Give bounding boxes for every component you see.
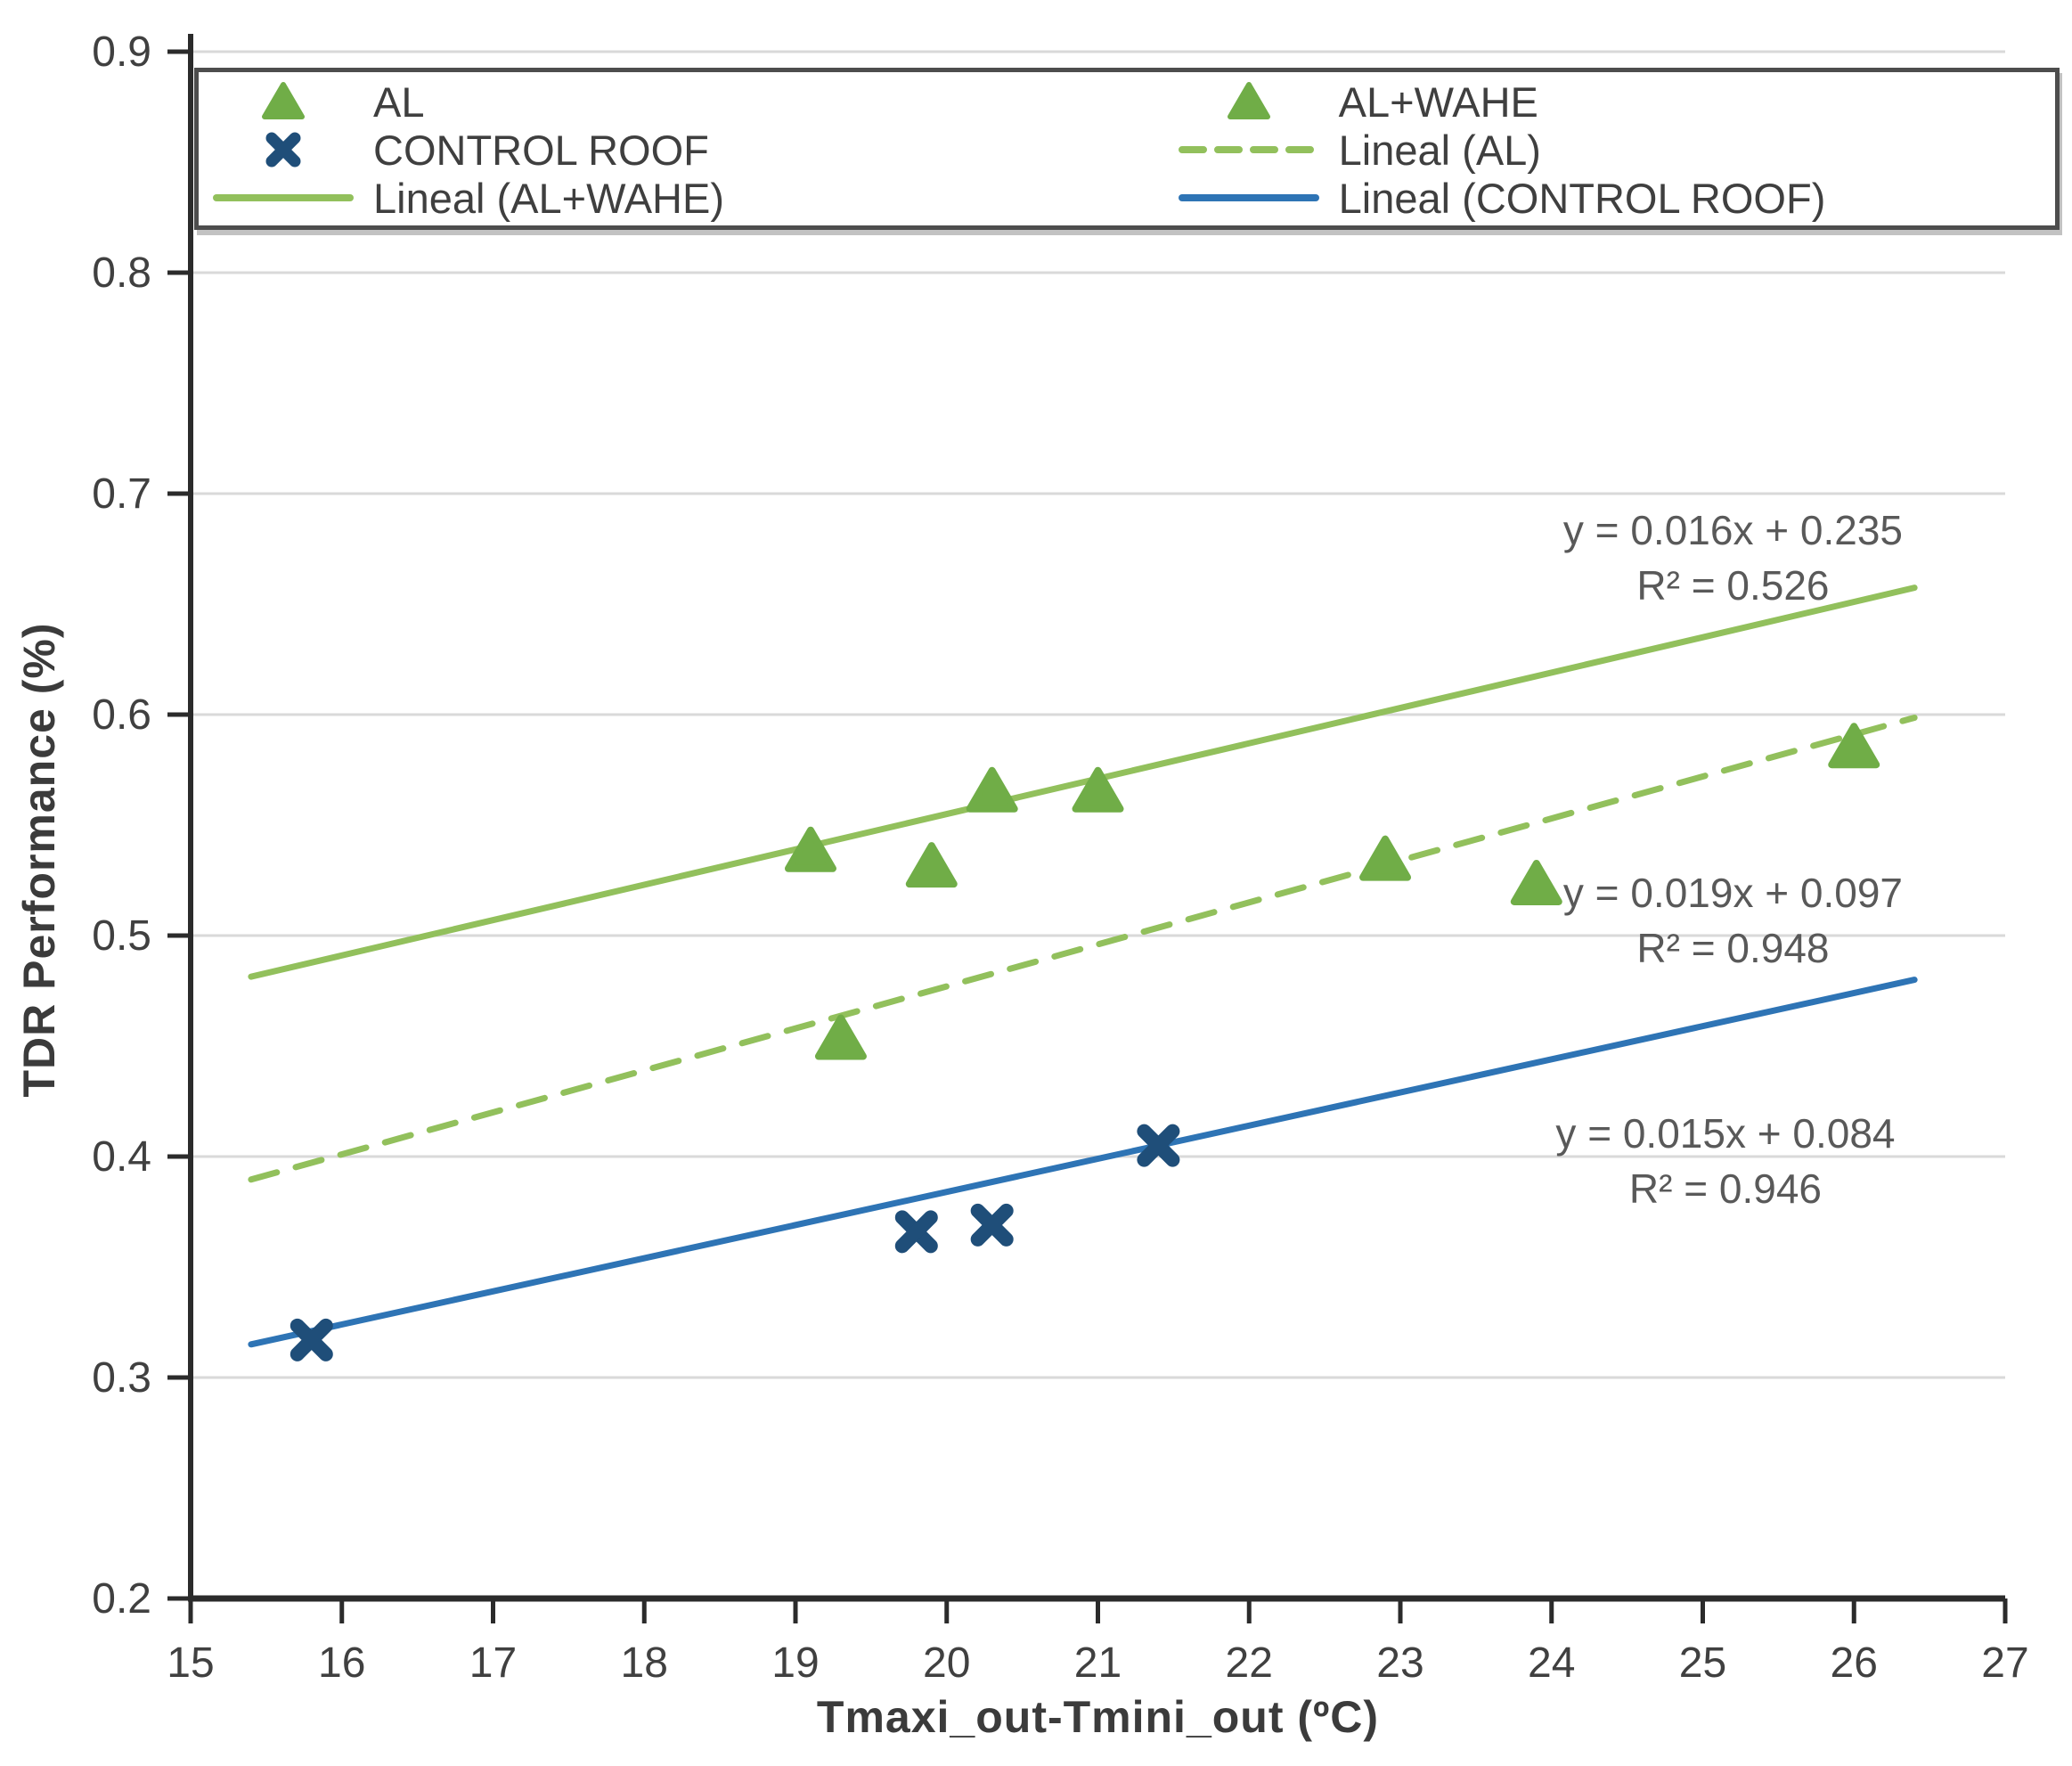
- legend-entry-lineal-al[interactable]: Lineal (AL): [1164, 126, 2055, 174]
- legend-label: Lineal (AL+WAHE): [373, 174, 724, 222]
- svg-text:y = 0.016x + 0.235: y = 0.016x + 0.235: [1563, 507, 1903, 553]
- legend-glyph: [1164, 79, 1334, 124]
- legend-glyph: [199, 79, 368, 124]
- x-tick-label: 19: [771, 1639, 819, 1687]
- data-point-al-wahe: [784, 826, 836, 872]
- trendline-control-roof: [248, 977, 1918, 1348]
- x-tick-label: 20: [923, 1639, 970, 1687]
- data-point-al: [1828, 723, 1880, 769]
- y-tick-label: 0.7: [92, 470, 151, 518]
- triangle-marker-icon: [262, 82, 305, 119]
- x-tick-label: 15: [167, 1639, 214, 1687]
- y-tick-label: 0.3: [92, 1354, 151, 1402]
- dashed-line-icon: [1178, 146, 1319, 153]
- svg-text:R² = 0.526: R² = 0.526: [1636, 562, 1829, 609]
- legend-column-1: AL CONTROL ROOF Lineal (AL+WAHE): [199, 78, 1164, 222]
- legend-column-2: AL+WAHE Lineal (AL) Lineal (CONTROL ROOF): [1164, 78, 2055, 222]
- legend-label: AL+WAHE: [1338, 78, 1538, 126]
- data-point-control-roof: [290, 1318, 333, 1361]
- y-tick-label: 0.9: [92, 29, 151, 76]
- data-point-control-roof: [970, 1203, 1014, 1247]
- x-tick-label: 17: [469, 1639, 517, 1687]
- y-axis-title: TDR Performance (%): [14, 622, 64, 1098]
- legend-entry-al-wahe[interactable]: AL+WAHE: [1164, 78, 2055, 126]
- svg-text:R² = 0.946: R² = 0.946: [1629, 1165, 1822, 1212]
- triangle-marker-icon: [1227, 82, 1270, 119]
- legend: AL CONTROL ROOF Lineal (AL+WAHE) AL+WAHE Lin…: [194, 68, 2060, 230]
- data-point-al: [1510, 859, 1562, 905]
- svg-text:R² = 0.948: R² = 0.948: [1636, 925, 1829, 971]
- data-point-al: [1359, 835, 1412, 881]
- trendline-al-wahe: [248, 585, 1918, 980]
- trendline-equation-2: y = 0.019x + 0.097 R² = 0.948: [1563, 870, 1903, 971]
- legend-glyph: [199, 176, 368, 220]
- x-marker-icon: [265, 132, 301, 168]
- legend-label: Lineal (AL): [1338, 126, 1541, 174]
- legend-glyph: [1164, 176, 1334, 220]
- trendline-equation-1: y = 0.016x + 0.235 R² = 0.526: [1563, 507, 1903, 609]
- svg-text:y = 0.015x + 0.084: y = 0.015x + 0.084: [1555, 1110, 1895, 1157]
- data-point-control-roof: [894, 1210, 938, 1254]
- y-tick-label: 0.2: [92, 1575, 151, 1623]
- solid-line-icon: [1178, 194, 1319, 201]
- legend-label: CONTROL ROOF: [373, 126, 709, 174]
- svg-text:y = 0.019x + 0.097: y = 0.019x + 0.097: [1563, 870, 1903, 916]
- legend-label: AL: [373, 78, 425, 126]
- x-axis-title: Tmaxi_out-Tmini_out (ºC): [816, 1692, 1380, 1742]
- legend-glyph: [199, 127, 368, 172]
- data-point-al: [814, 1014, 867, 1060]
- trendline-al: [248, 714, 1918, 1183]
- solid-line-icon: [213, 194, 354, 201]
- x-tick-label: 22: [1226, 1639, 1273, 1687]
- legend-entry-control-roof[interactable]: CONTROL ROOF: [199, 126, 1164, 174]
- x-tick-label: 23: [1376, 1639, 1423, 1687]
- y-tick-label: 0.6: [92, 691, 151, 739]
- x-tick-label: 18: [621, 1639, 668, 1687]
- x-tick-label: 24: [1528, 1639, 1575, 1687]
- x-tick-label: 27: [1981, 1639, 2028, 1687]
- legend-glyph: [1164, 127, 1334, 172]
- legend-entry-al[interactable]: AL: [199, 78, 1164, 126]
- x-tick-label: 26: [1831, 1639, 1878, 1687]
- data-point-al-wahe: [905, 842, 958, 888]
- trendline-equation-3: y = 0.015x + 0.084 R² = 0.946: [1555, 1110, 1895, 1212]
- legend-entry-lineal-al-wahe[interactable]: Lineal (AL+WAHE): [199, 174, 1164, 222]
- y-tick-label: 0.8: [92, 249, 151, 297]
- x-tick-label: 16: [318, 1639, 365, 1687]
- legend-entry-lineal-control-roof[interactable]: Lineal (CONTROL ROOF): [1164, 174, 2055, 222]
- legend-label: Lineal (CONTROL ROOF): [1338, 174, 1826, 222]
- x-tick-label: 25: [1679, 1639, 1726, 1687]
- y-tick-label: 0.5: [92, 912, 151, 960]
- data-point-control-roof: [1137, 1124, 1180, 1167]
- y-tick-label: 0.4: [92, 1133, 151, 1181]
- data-point-al-wahe: [966, 766, 1018, 813]
- data-point-al-wahe: [1072, 766, 1124, 813]
- x-tick-label: 21: [1074, 1639, 1122, 1687]
